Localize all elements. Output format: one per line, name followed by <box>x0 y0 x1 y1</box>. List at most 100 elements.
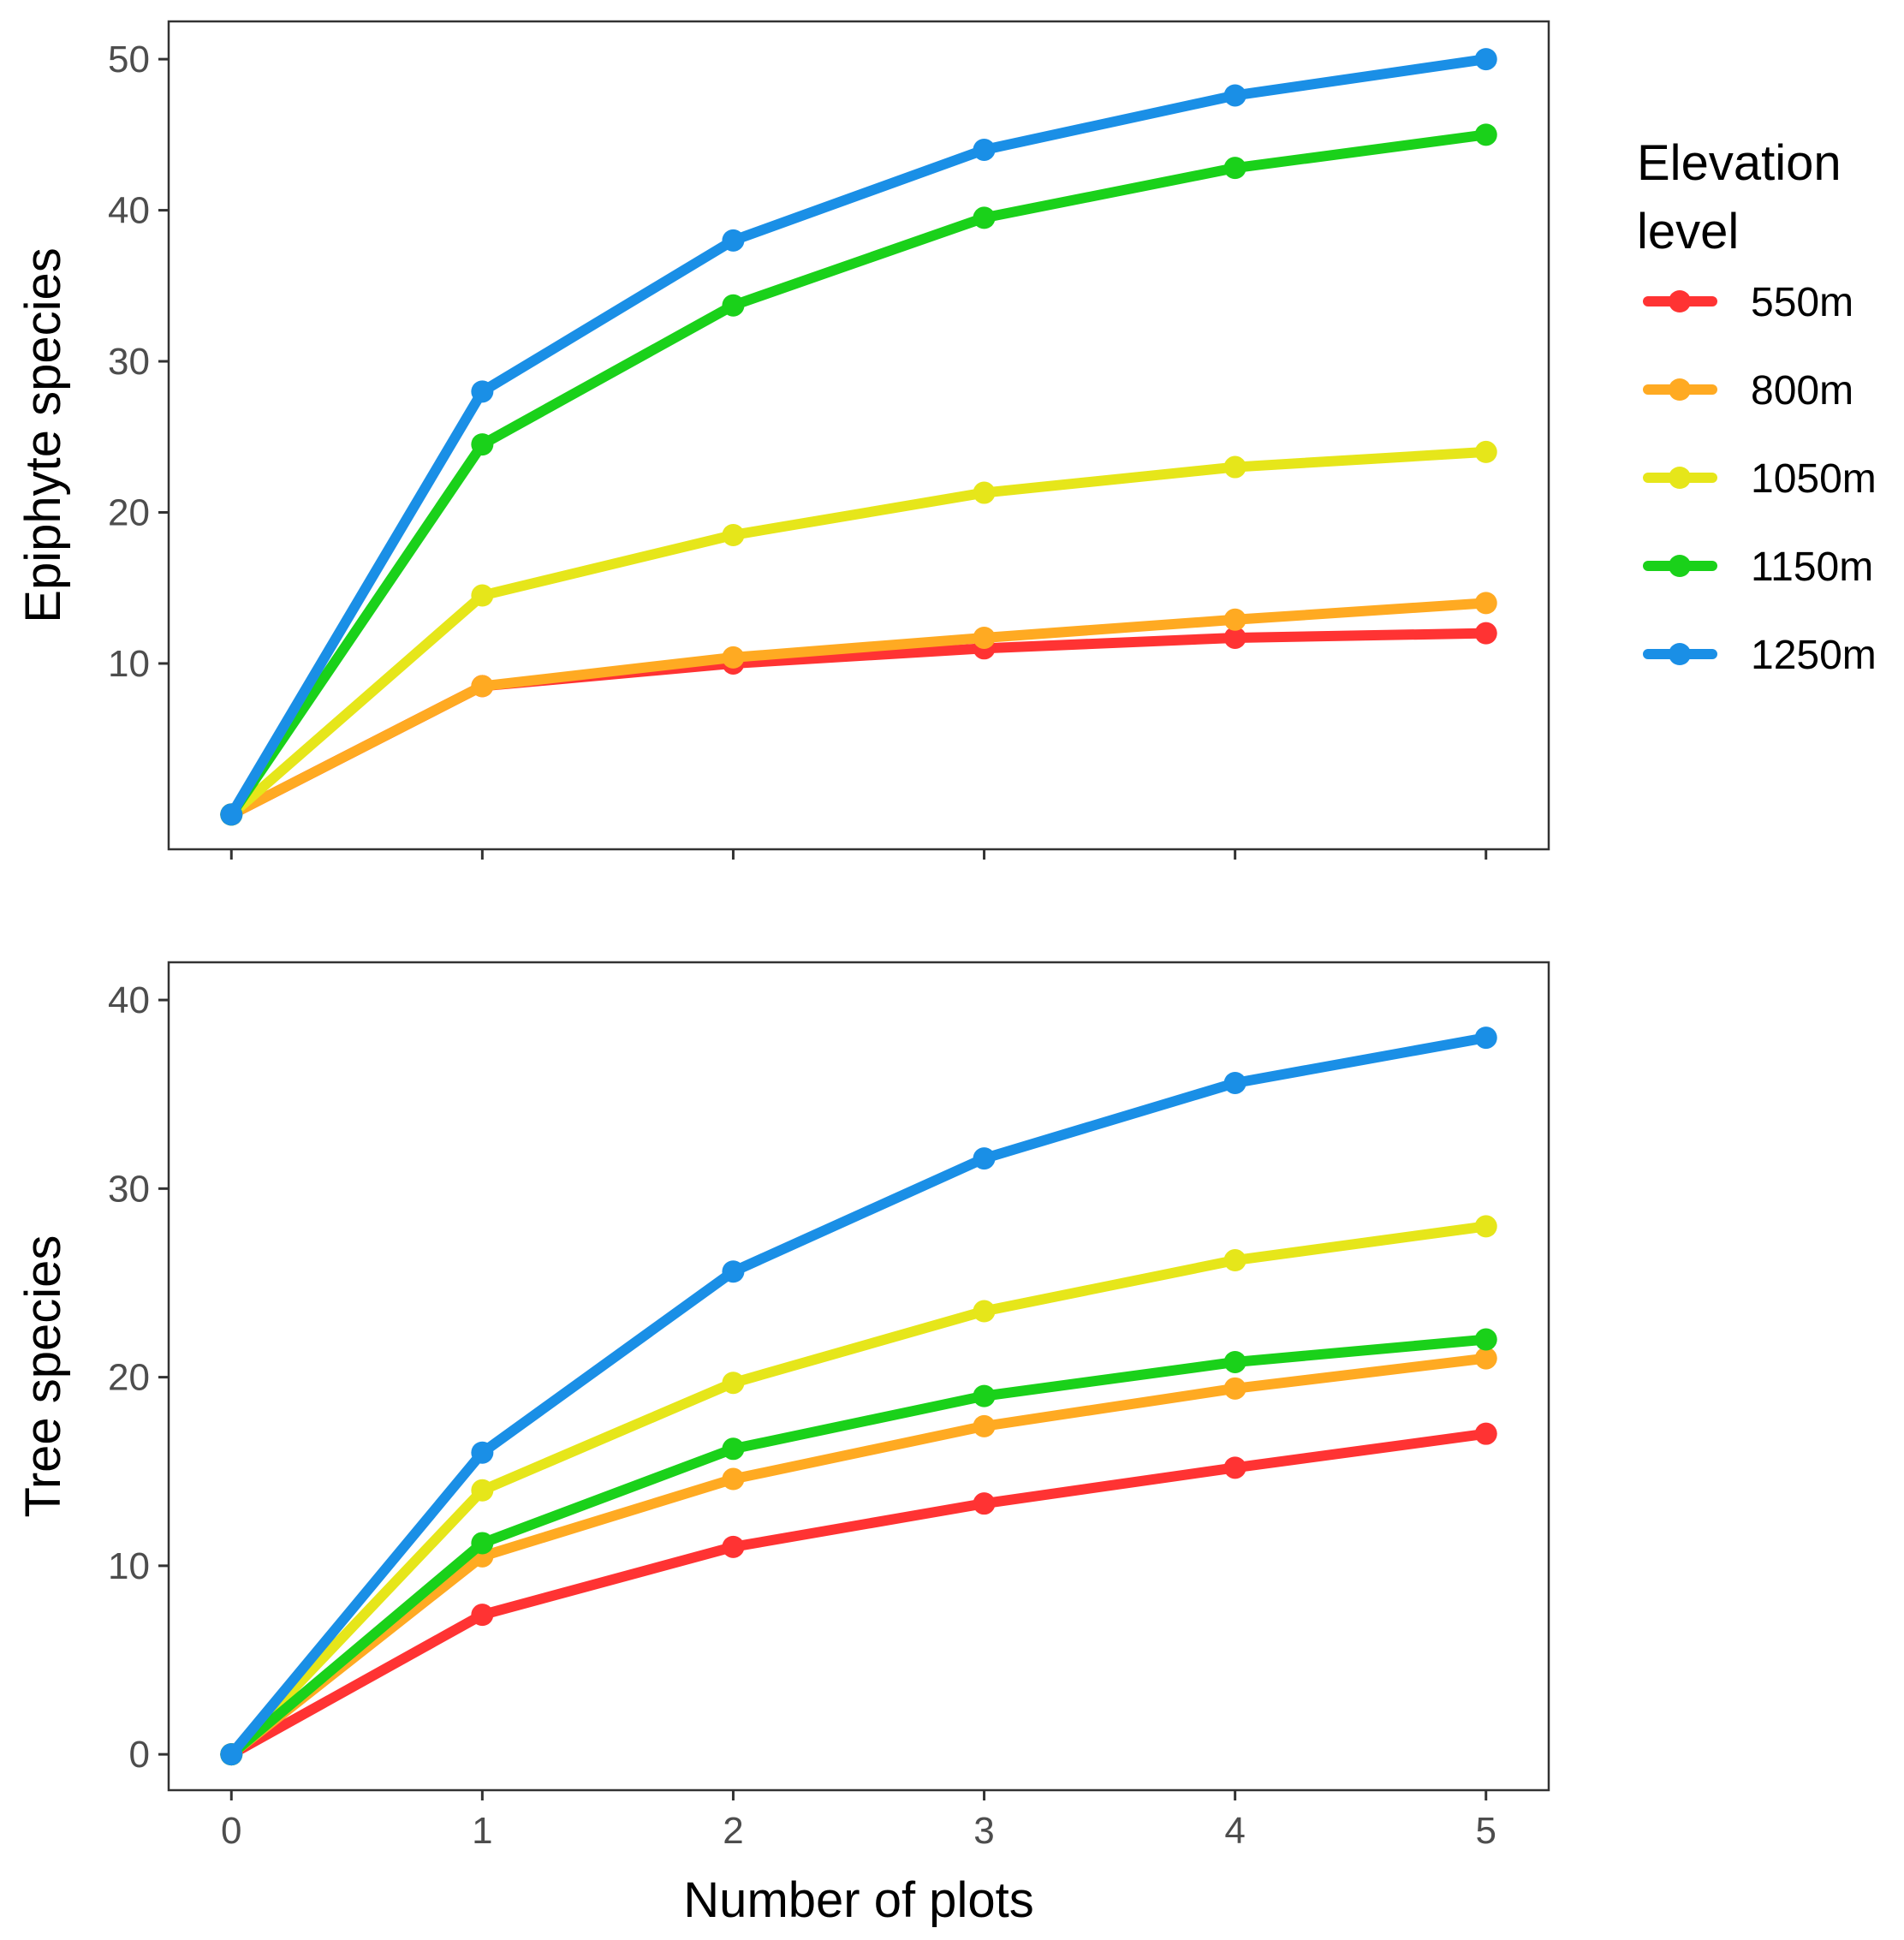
plot-area <box>167 20 1550 851</box>
data-point <box>973 1384 996 1407</box>
data-point <box>1223 157 1247 180</box>
data-point <box>1223 1456 1247 1479</box>
data-point <box>973 1300 996 1323</box>
legend-title: level <box>1637 204 1739 259</box>
legend-label: 1150m <box>1751 545 1873 590</box>
y-tick-label: 30 <box>108 1168 150 1210</box>
data-point <box>1474 622 1497 645</box>
data-point <box>1223 1249 1247 1272</box>
legend-item-1250m: 1250m <box>1643 633 1877 678</box>
data-point <box>1223 1071 1247 1094</box>
data-point <box>973 1414 996 1437</box>
series-1050m <box>220 440 1497 826</box>
data-point <box>1223 1377 1247 1400</box>
y-tick-label: 40 <box>108 979 150 1021</box>
series-line <box>226 1428 1491 1760</box>
panel-epiphyte: 10 20 30 40 50 Epiphyte species <box>15 20 1550 860</box>
data-point <box>1474 123 1497 146</box>
legend-label: 1250m <box>1751 633 1877 678</box>
x-tick-label: 2 <box>723 1810 743 1852</box>
data-point <box>471 1532 494 1555</box>
x-tick-label: 1 <box>472 1810 492 1852</box>
x-tick-label: 3 <box>973 1810 994 1852</box>
series-line <box>226 446 1491 820</box>
data-point <box>973 626 996 649</box>
series-line <box>226 129 1491 820</box>
data-point <box>973 481 996 504</box>
x-tick-label: 0 <box>221 1810 241 1852</box>
data-point <box>1223 626 1247 649</box>
data-point <box>973 1492 996 1515</box>
data-point <box>722 1437 745 1461</box>
series-line <box>226 1334 1491 1760</box>
series-line <box>226 598 1491 820</box>
data-point <box>471 1479 494 1502</box>
data-point <box>722 523 745 546</box>
data-point <box>471 584 494 607</box>
chart-panels: 10 20 30 40 50 Epiphyte species 0 10 20 30 40 0 1 2 3 4… <box>15 20 1550 1928</box>
data-point <box>1474 1422 1497 1445</box>
legend-key-point <box>1669 290 1691 312</box>
data-point <box>471 433 494 456</box>
data-point <box>220 1743 243 1766</box>
data-point <box>1474 1215 1497 1238</box>
data-point <box>471 675 494 698</box>
series-1250m <box>220 48 1497 826</box>
y-tick-label: 30 <box>108 341 150 383</box>
legend-label: 550m <box>1751 280 1853 325</box>
data-point <box>1474 1347 1497 1370</box>
y-axis-title: Epiphyte species <box>15 247 71 622</box>
series-line <box>226 1032 1491 1760</box>
data-point <box>722 294 745 317</box>
y-tick-label: 40 <box>108 190 150 232</box>
series-line <box>226 1221 1491 1760</box>
data-point <box>1223 608 1247 631</box>
y-axis-title: Tree species <box>15 1235 71 1518</box>
data-point <box>1474 48 1497 71</box>
legend-item-1050m: 1050m <box>1643 456 1877 502</box>
data-point <box>722 229 745 252</box>
y-tick-label: 10 <box>108 643 150 685</box>
legend: Elevation level 550m 800m 1050m 1150m 1250m <box>1637 135 1877 678</box>
x-tick-label: 4 <box>1224 1810 1245 1852</box>
data-point <box>722 1467 745 1491</box>
data-point <box>471 1441 494 1464</box>
data-point <box>471 380 494 403</box>
series-1250m <box>220 1027 1497 1766</box>
y-tick-label: 20 <box>108 1357 150 1399</box>
data-point <box>1474 1328 1497 1351</box>
data-point <box>220 803 243 826</box>
legend-label: 1050m <box>1751 456 1877 502</box>
legend-item-1150m: 1150m <box>1643 545 1873 590</box>
legend-key-point <box>1669 643 1691 665</box>
data-point <box>471 1604 494 1627</box>
y-tick-label: 0 <box>129 1734 150 1776</box>
legend-title: Elevation <box>1637 135 1842 191</box>
data-point <box>973 138 996 161</box>
data-point <box>1474 440 1497 463</box>
y-tick-label: 10 <box>108 1545 150 1587</box>
legend-item-550m: 550m <box>1643 280 1853 325</box>
data-point <box>1223 84 1247 107</box>
data-point <box>973 206 996 229</box>
data-point <box>722 1535 745 1558</box>
series-line <box>226 54 1491 820</box>
data-point <box>722 1260 745 1283</box>
y-tick-label: 50 <box>108 39 150 80</box>
x-tick-label: 5 <box>1475 1810 1496 1852</box>
data-point <box>973 1147 996 1170</box>
legend-key-point <box>1669 378 1691 401</box>
legend-key-point <box>1669 467 1691 489</box>
legend-key-point <box>1669 555 1691 577</box>
data-point <box>1474 592 1497 615</box>
data-point <box>722 646 745 669</box>
data-point <box>1474 1027 1497 1050</box>
legend-label: 800m <box>1751 368 1853 414</box>
panel-tree: 0 10 20 30 40 0 1 2 3 4 5 Tree species Number of plo… <box>15 961 1550 1928</box>
series-line <box>226 1353 1491 1760</box>
data-point <box>722 1372 745 1395</box>
data-point <box>1223 455 1247 479</box>
x-axis-title: Number of plots <box>683 1872 1033 1928</box>
y-tick-label: 20 <box>108 491 150 533</box>
